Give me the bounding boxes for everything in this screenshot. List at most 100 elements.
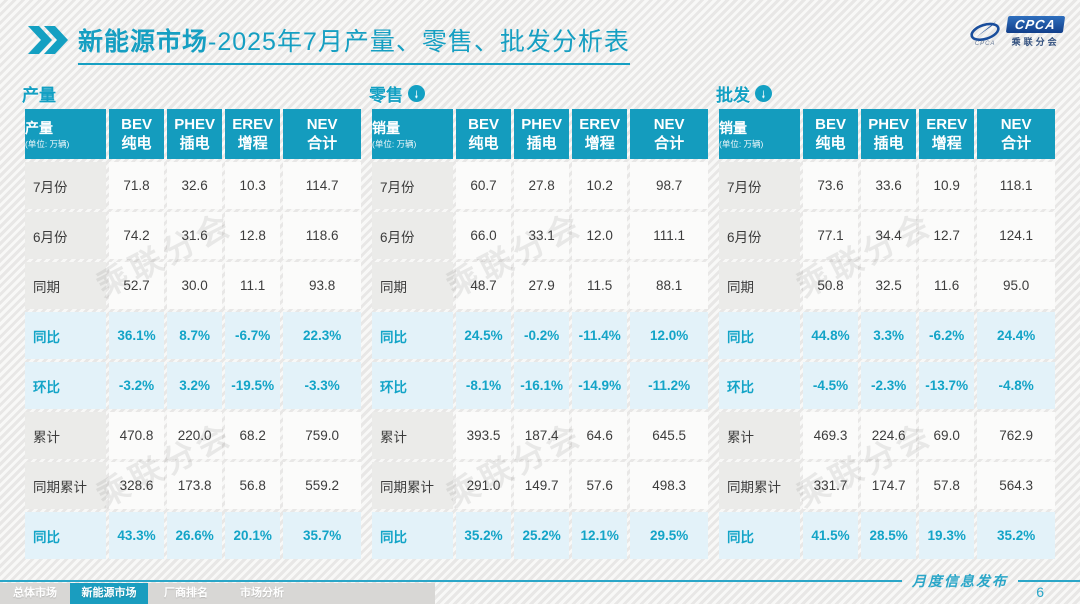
cell-value: 564.3: [977, 462, 1055, 509]
cell-value: 36.1%: [109, 312, 165, 359]
cell-value: -6.2%: [919, 312, 975, 359]
section-label-retail: 零售 ↓: [369, 80, 711, 106]
cell-value: 32.5: [861, 262, 917, 309]
corner-header: 销量 (单位: 万辆): [719, 109, 800, 159]
row-label: 环比: [25, 362, 106, 409]
column-header-line1: NEV: [1000, 115, 1032, 133]
cell-value: 3.3%: [861, 312, 917, 359]
column-header-line2: 增程: [584, 135, 615, 152]
section-label-text: 产量: [22, 85, 56, 105]
cell-value: 74.2: [109, 212, 165, 259]
corner-header-label: 产量: [25, 120, 53, 136]
column-header: BEV 纯电: [803, 109, 859, 159]
column-header-line1: EREV: [579, 115, 621, 133]
cell-value: 19.3%: [919, 512, 975, 559]
tab-市场分析[interactable]: 市场分析: [224, 583, 300, 604]
cell-value: -11.2%: [630, 362, 708, 409]
row-label: 同比: [25, 512, 106, 559]
cell-value: 173.8: [167, 462, 223, 509]
cell-value: 470.8: [109, 412, 165, 459]
cell-value: 27.9: [514, 262, 570, 309]
cell-value: 149.7: [514, 462, 570, 509]
column-header-line1: EREV: [926, 115, 968, 133]
column-header: EREV 增程: [572, 109, 628, 159]
cell-value: -11.4%: [572, 312, 628, 359]
cell-value: 43.3%: [109, 512, 165, 559]
cell-value: 291.0: [456, 462, 512, 509]
corner-header-label: 销量: [719, 120, 747, 136]
page-number: 6: [1036, 584, 1044, 600]
wholesale-table: 销量 (单位: 万辆) BEV 纯电 PHEV 插电 EREV 增程 NEV 合计 7月份 73.6 3…: [716, 106, 1058, 562]
tab-总体市场[interactable]: 总体市场: [0, 583, 70, 604]
table-block-wholesale: 批发 ↓ 销量 (单位: 万辆) BEV 纯电 PHEV 插电 EREV 增程 NEV 合计 7月份 73…: [716, 80, 1058, 562]
cell-value: 77.1: [803, 212, 859, 259]
cell-value: 28.5%: [861, 512, 917, 559]
tab-新能源市场[interactable]: 新能源市场: [70, 583, 148, 604]
cell-value: 29.5%: [630, 512, 708, 559]
row-label: 同比: [719, 512, 800, 559]
table-row: 同比 43.3% 26.6% 20.1% 35.7%: [25, 512, 361, 559]
cell-value: 69.0: [919, 412, 975, 459]
logo-caption: CPCA: [974, 40, 996, 47]
cell-value: 57.6: [572, 462, 628, 509]
column-header-line1: NEV: [306, 115, 338, 133]
cell-value: 10.2: [572, 162, 628, 209]
cell-value: -2.3%: [861, 362, 917, 409]
cell-value: 12.0%: [630, 312, 708, 359]
cell-value: 64.6: [572, 412, 628, 459]
row-label: 同期: [719, 262, 800, 309]
row-label: 同期: [25, 262, 106, 309]
header-row: 产量 (单位: 万辆) BEV 纯电 PHEV 插电 EREV 增程 NEV 合计: [25, 109, 361, 159]
table-row: 同期 52.7 30.0 11.1 93.8: [25, 262, 361, 309]
column-header: PHEV 插电: [861, 109, 917, 159]
cell-value: 56.8: [225, 462, 281, 509]
cell-value: 8.7%: [167, 312, 223, 359]
table-row: 累计 469.3 224.6 69.0 762.9: [719, 412, 1055, 459]
cell-value: 27.8: [514, 162, 570, 209]
cell-value: 24.4%: [977, 312, 1055, 359]
tab-厂商排名[interactable]: 厂商排名: [148, 583, 224, 604]
row-label: 6月份: [719, 212, 800, 259]
cell-value: 11.6: [919, 262, 975, 309]
cell-value: 498.3: [630, 462, 708, 509]
cell-value: 73.6: [803, 162, 859, 209]
column-header-line2: 插电: [873, 135, 904, 152]
logo-subtext: 乘联分会: [1011, 37, 1060, 47]
cell-value: 118.6: [283, 212, 361, 259]
tables-row: 产量 产量 (单位: 万辆) BEV 纯电 PHEV 插电 EREV 增程 NEV 合计 7月份 71.…: [22, 80, 1058, 562]
cell-value: -0.2%: [514, 312, 570, 359]
column-header: PHEV 插电: [514, 109, 570, 159]
table-row: 同比 44.8% 3.3% -6.2% 24.4%: [719, 312, 1055, 359]
row-label: 同比: [372, 312, 453, 359]
cell-value: -13.7%: [919, 362, 975, 409]
cell-value: 559.2: [283, 462, 361, 509]
footer-line-left: [0, 580, 902, 582]
cell-value: 52.7: [109, 262, 165, 309]
cell-value: 393.5: [456, 412, 512, 459]
table-row: 6月份 66.0 33.1 12.0 111.1: [372, 212, 708, 259]
row-label: 环比: [719, 362, 800, 409]
header-row: 销量 (单位: 万辆) BEV 纯电 PHEV 插电 EREV 增程 NEV 合计: [372, 109, 708, 159]
down-arrow-circle-icon: ↓: [408, 84, 425, 102]
table-row: 6月份 74.2 31.6 12.8 118.6: [25, 212, 361, 259]
row-label: 环比: [372, 362, 453, 409]
column-header-line1: BEV: [815, 115, 846, 133]
cell-value: 66.0: [456, 212, 512, 259]
cell-value: 220.0: [167, 412, 223, 459]
cell-value: 22.3%: [283, 312, 361, 359]
section-label-production: 产量: [22, 80, 364, 106]
cell-value: 48.7: [456, 262, 512, 309]
cell-value: 24.5%: [456, 312, 512, 359]
column-header-line1: PHEV: [521, 115, 563, 133]
table-row: 同期累计 291.0 149.7 57.6 498.3: [372, 462, 708, 509]
cell-value: 35.2%: [977, 512, 1055, 559]
row-label: 同期: [372, 262, 453, 309]
cell-value: 20.1%: [225, 512, 281, 559]
production-table: 产量 (单位: 万辆) BEV 纯电 PHEV 插电 EREV 增程 NEV 合计 7月份 71.8 3…: [22, 106, 364, 562]
column-header-line2: 合计: [307, 135, 338, 152]
corner-header: 产量 (单位: 万辆): [25, 109, 106, 159]
column-header-line2: 纯电: [468, 135, 499, 152]
column-header: BEV 纯电: [109, 109, 165, 159]
column-header-line1: BEV: [468, 115, 499, 133]
cell-value: -8.1%: [456, 362, 512, 409]
